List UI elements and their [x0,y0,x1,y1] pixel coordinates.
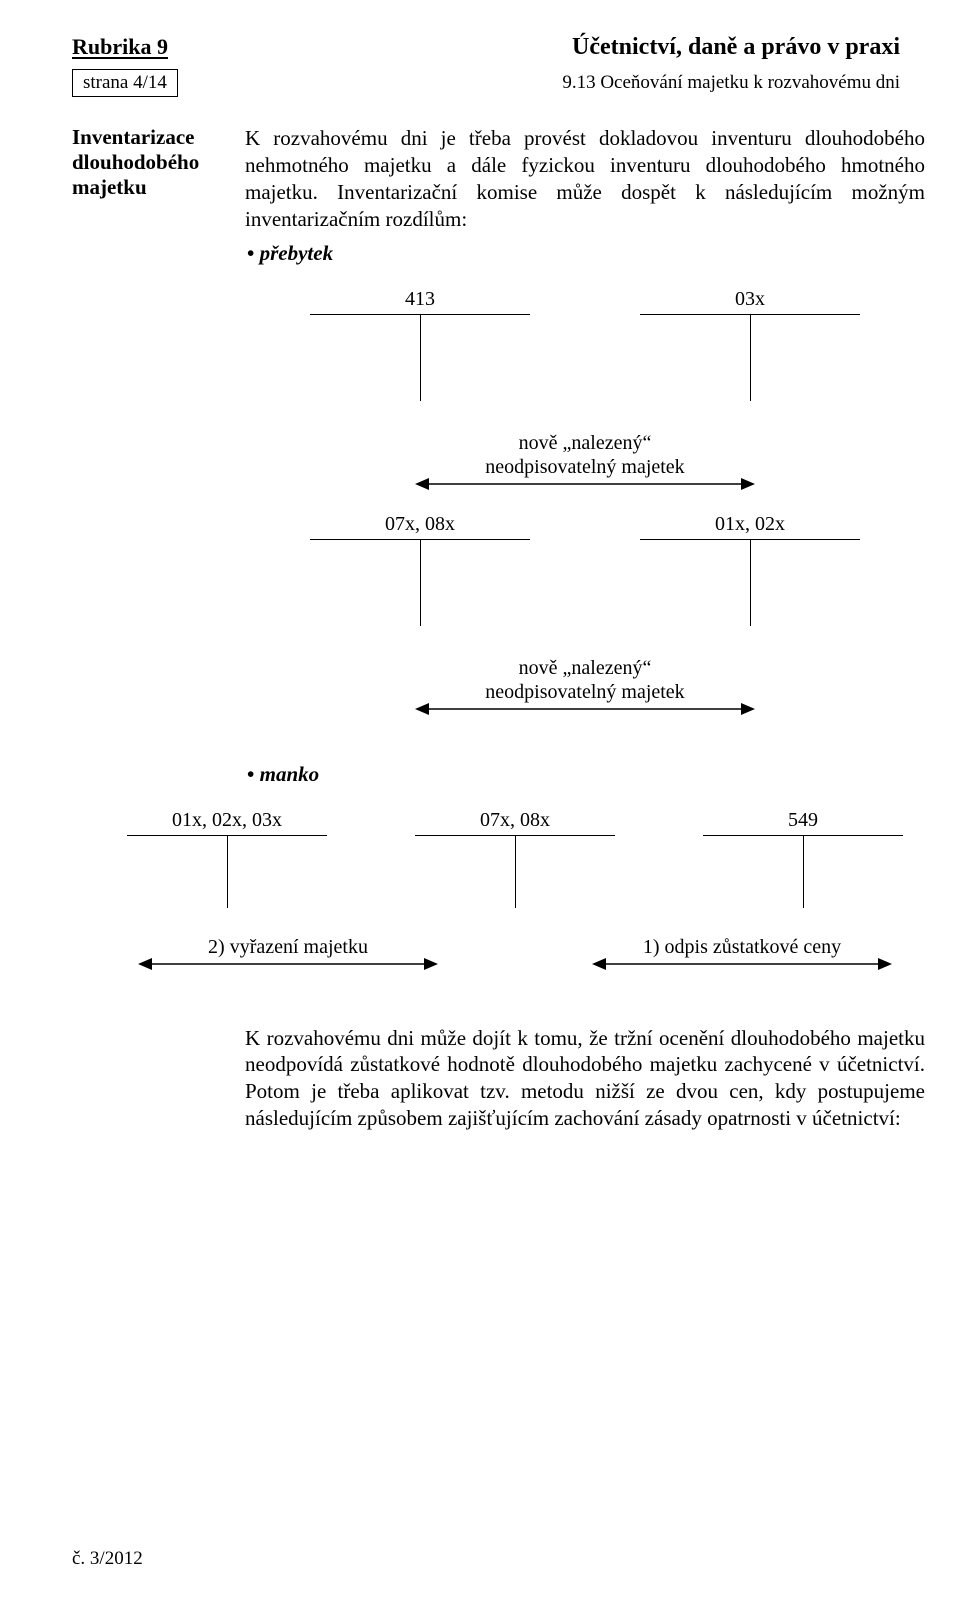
page: Rubrika 9 Účetnictví, daně a právo v pra… [0,0,960,1604]
t-account-07x08x-b: 07x, 08x [415,809,615,908]
t-account-549: 549 [703,809,903,908]
t-stem [420,540,421,626]
paragraph-1: K rozvahovému dni je třeba provést dokla… [245,125,925,233]
t-account-01x02x: 01x, 02x [640,513,860,626]
margin-heading: Inventarizace dlouhodobého majetku [72,125,227,199]
t-stem [750,315,751,401]
arrow-label-1: nově „nalezený“ neodpisovatelný majetek [245,431,925,479]
arrow-label-line2: neodpisovatelný majetek [485,681,684,703]
t-account-07x08x: 07x, 08x [310,513,530,626]
arrow-label-2: nově „nalezený“ neodpisovatelný majetek [245,656,925,704]
t-account-row-1: 413 03x [245,288,925,401]
arrow-label-line2: neodpisovatelný majetek [485,456,684,478]
manko-labels-row: 2) vyřazení majetku 1) odpis zůstatkové … [105,936,925,973]
t-head: 07x, 08x [310,513,530,540]
t-account-03x: 03x [640,288,860,401]
t-stem [515,836,516,908]
rubrika-label: Rubrika 9 [72,34,168,60]
t-account-row-manko: 01x, 02x, 03x 07x, 08x 549 [105,809,925,908]
header-top-row: Rubrika 9 Účetnictví, daně a právo v pra… [72,34,900,61]
t-stem [803,836,804,908]
t-head: 01x, 02x [640,513,860,540]
page-number-box: strana 4/14 [72,69,178,97]
t-stem [750,540,751,626]
footer-issue: č. 3/2012 [72,1548,143,1570]
margin-column: Inventarizace dlouhodobého majetku [72,125,245,1132]
t-head: 07x, 08x [415,809,615,836]
journal-title: Účetnictví, daně a právo v praxi [572,34,900,61]
header-second-row: strana 4/14 9.13 Oceňování majetku k roz… [72,69,900,97]
t-account-row-2: 07x, 08x 01x, 02x [245,513,925,626]
paragraph-2: K rozvahovému dni může dojít k tomu, že … [245,1025,925,1133]
t-head: 413 [310,288,530,315]
t-head: 549 [703,809,903,836]
bullet-prebytek: přebytek [245,241,925,266]
t-head: 03x [640,288,860,315]
body-row: Inventarizace dlouhodobého majetku K roz… [72,125,900,1132]
arrow-label-line1: nově „nalezený“ [519,432,652,454]
bullet-manko: manko [245,762,925,787]
t-stem [227,836,228,908]
t-account-01x02x03x: 01x, 02x, 03x [127,809,327,908]
t-account-413: 413 [310,288,530,401]
arrow-label-line1: nově „nalezený“ [519,657,652,679]
text-column: K rozvahovému dni je třeba provést dokla… [245,125,925,1132]
section-number: 9.13 Oceňování majetku k rozvahovému dni [562,72,900,94]
t-stem [420,315,421,401]
t-head: 01x, 02x, 03x [127,809,327,836]
